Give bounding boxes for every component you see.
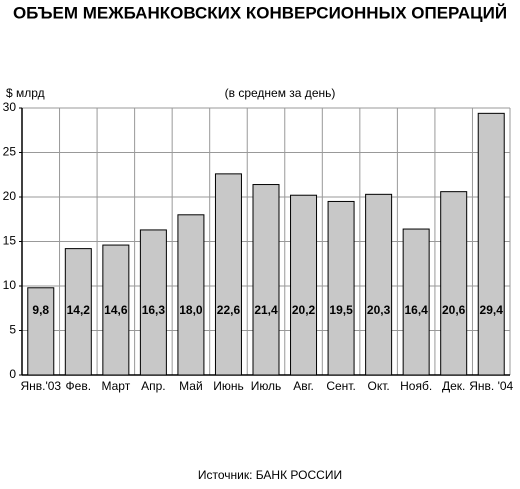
- value-label: 20,6: [442, 303, 466, 317]
- x-tick-label: Июль: [251, 379, 282, 393]
- y-tick-label: 20: [3, 189, 17, 203]
- y-tick-label: 5: [9, 323, 16, 337]
- x-tick-label: Нояб.: [400, 379, 432, 393]
- bar: [327, 200, 355, 376]
- bar: [365, 193, 393, 376]
- source: Источник: БАНК РОССИИ: [198, 468, 342, 482]
- value-label: 16,4: [404, 303, 428, 317]
- y-tick-label: 15: [3, 234, 17, 248]
- x-tick-label: Янв.'03: [20, 379, 61, 393]
- bar: [440, 191, 468, 376]
- value-label: 14,6: [104, 303, 128, 317]
- value-label: 22,6: [217, 303, 241, 317]
- value-label: 21,4: [254, 303, 278, 317]
- y-tick-label: 30: [3, 100, 17, 114]
- bar: [477, 112, 505, 376]
- x-tick-label: Янв. '04: [469, 379, 513, 393]
- value-label: 20,3: [367, 303, 391, 317]
- value-label: 14,2: [67, 303, 91, 317]
- x-tick-label: Апр.: [141, 379, 166, 393]
- bar: [27, 287, 55, 376]
- x-tick-label: Фев.: [66, 379, 92, 393]
- y-axis-label: $ млрд: [6, 86, 45, 100]
- value-label: 19,5: [329, 303, 353, 317]
- bar: [252, 184, 280, 376]
- value-label: 29,4: [480, 303, 504, 317]
- chart-subtitle: (в среднем за день): [225, 86, 336, 100]
- y-tick-label: 0: [9, 367, 16, 381]
- x-tick-label: Окт.: [368, 379, 390, 393]
- bar: [290, 194, 318, 376]
- x-tick-label: Дек.: [442, 379, 465, 393]
- x-tick-label: Июнь: [213, 379, 244, 393]
- bar: [402, 228, 430, 376]
- bar: [214, 173, 242, 376]
- bar: [102, 244, 130, 376]
- value-label: 9,8: [32, 303, 49, 317]
- x-tick-label: Май: [179, 379, 203, 393]
- bar: [139, 229, 167, 376]
- y-tick-label: 10: [3, 278, 17, 292]
- x-tick-label: Сент.: [326, 379, 355, 393]
- value-label: 18,0: [179, 303, 203, 317]
- value-label: 20,2: [292, 303, 316, 317]
- x-tick-label: Авг.: [293, 379, 314, 393]
- value-label: 16,3: [142, 303, 166, 317]
- bar: [177, 214, 205, 376]
- x-tick-label: Март: [101, 379, 130, 393]
- chart-title: ОБЪЕМ МЕЖБАНКОВСКИХ КОНВЕРСИОННЫХ ОПЕРАЦ…: [13, 3, 507, 22]
- bar: [64, 248, 92, 376]
- y-tick-label: 25: [3, 145, 17, 159]
